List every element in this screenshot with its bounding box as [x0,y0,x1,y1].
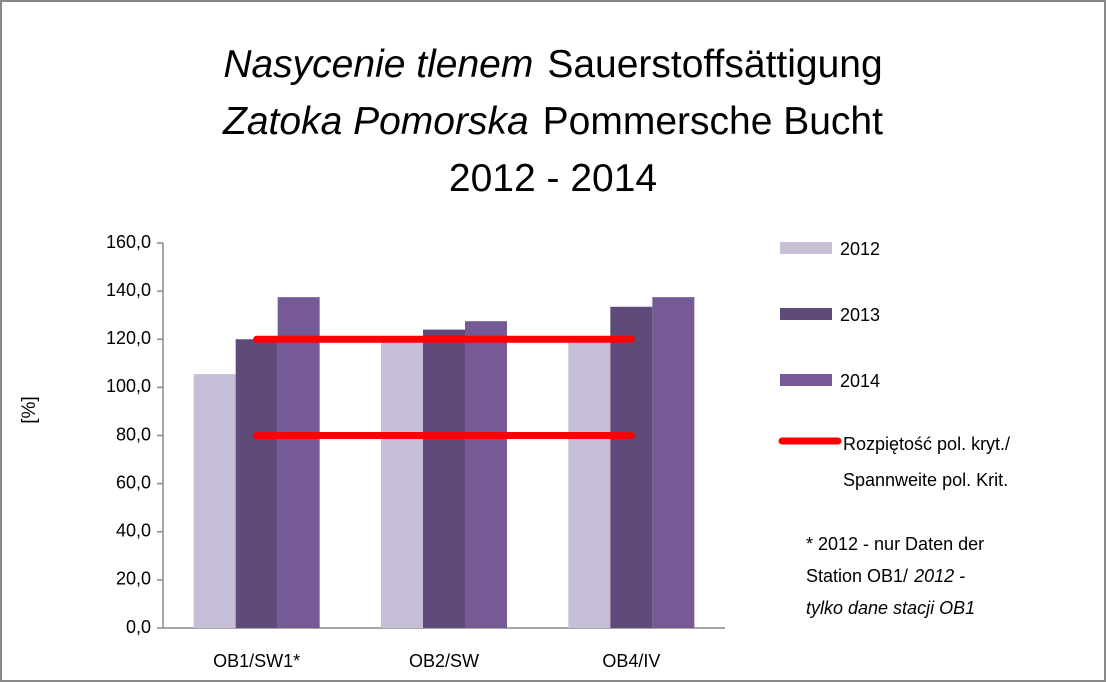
bar [423,329,465,628]
bar [465,321,507,628]
bar [193,374,236,628]
bar [568,339,611,628]
y-tick-label: 20,0 [116,569,151,589]
y-axis-label: [%] [19,396,40,423]
legend-label: 2013 [840,305,880,325]
legend-label: 2012 [840,239,880,259]
legend-label: Spannweite pol. Krit. [843,470,1008,490]
chart-title: Nasycenie tlenem Sauerstoffsättigung [223,43,882,86]
x-tick-label: OB4/IV [602,651,660,671]
legend-label: Rozpiętość pol. kryt./ [843,434,1010,454]
y-tick-label: 160,0 [106,232,151,252]
y-tick-label: 60,0 [116,472,151,492]
note-part: * 2012 - nur Daten der [806,534,984,554]
legend-swatch [780,374,832,386]
y-tick-label: 140,0 [106,280,151,300]
bar [381,339,423,628]
y-tick-label: 40,0 [116,521,151,541]
bar [610,306,653,628]
x-tick-label: OB2/SW [409,651,479,671]
title-part: Sauerstoffsättigung [547,43,882,86]
bar [235,339,278,628]
title-part: Pommersche Bucht [543,100,883,143]
y-tick-label: 0,0 [126,617,151,637]
y-tick-label: 120,0 [106,328,151,348]
note: Station OB1/2012 - [806,566,965,586]
note: * 2012 - nur Daten der [806,534,984,554]
legend-swatch [780,242,832,254]
title-part: 2012 - 2014 [449,157,657,200]
y-tick-label: 80,0 [116,424,151,444]
note-part: Station OB1/ [806,566,908,586]
note: tylko dane stacji OB1 [806,598,975,618]
note-part: 2012 - [913,566,965,586]
title-part: Nasycenie tlenem [223,43,533,86]
note-part: tylko dane stacji OB1 [806,598,975,618]
y-tick-label: 100,0 [106,376,151,396]
bar [652,297,695,628]
legend-swatch [780,308,832,320]
chart-title: Zatoka Pomorska Pommersche Bucht [222,100,883,143]
title-part: Zatoka Pomorska [222,100,529,143]
x-tick-label: OB1/SW1* [213,651,300,671]
legend-label: 2014 [840,371,880,391]
bar [277,297,320,628]
chart-title: 2012 - 2014 [449,157,657,200]
